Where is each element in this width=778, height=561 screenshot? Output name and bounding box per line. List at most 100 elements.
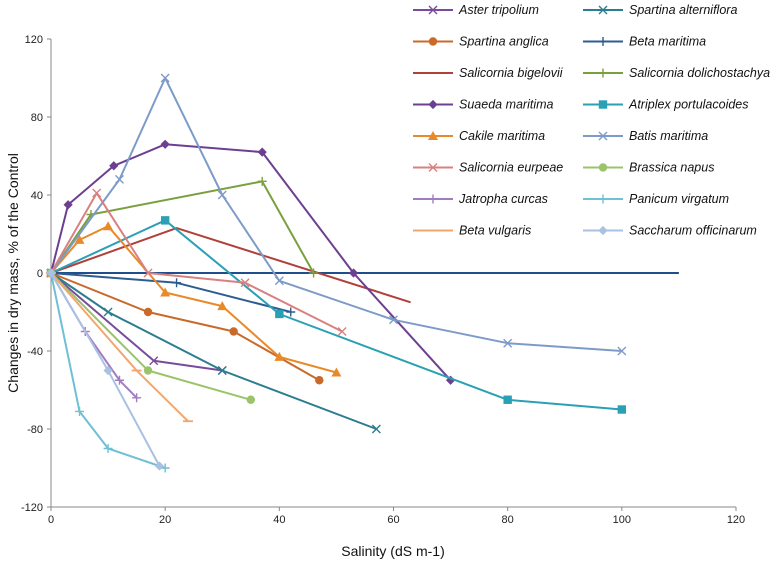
triangle-marker xyxy=(331,367,342,377)
legend-item: Atriplex portulacoides xyxy=(583,98,749,112)
series-cakile-maritima xyxy=(46,221,342,377)
diamond-marker xyxy=(103,365,113,376)
series-beta-vulgaris xyxy=(46,272,193,423)
x-tick-label: 120 xyxy=(727,514,745,526)
series-salicornia-bigelovii xyxy=(50,227,411,304)
triangle-marker xyxy=(428,131,438,140)
series-saccharum-officinarum xyxy=(46,268,165,471)
diamond-marker xyxy=(63,200,73,210)
legend-label: Cakile maritima xyxy=(459,129,545,143)
diamond-marker xyxy=(154,461,165,471)
x-marker xyxy=(92,188,102,198)
series-atriplex-portulacoides xyxy=(46,216,627,414)
diamond-marker xyxy=(348,268,359,278)
plus-marker xyxy=(103,444,113,453)
square-marker xyxy=(275,309,284,319)
plus-marker xyxy=(75,406,85,416)
x-marker xyxy=(217,366,227,375)
triangle-marker xyxy=(160,287,171,297)
x-tick-label: 100 xyxy=(613,514,631,526)
series-salicornia-dolichostachya xyxy=(46,176,319,278)
series-line xyxy=(50,143,452,381)
x-marker xyxy=(598,131,608,141)
x-axis-title: Salinity (dS m-1) xyxy=(341,543,444,559)
circle-marker xyxy=(143,307,153,317)
circle-marker xyxy=(598,163,608,172)
legend-label: Spartina alterniflora xyxy=(629,3,737,17)
plus-marker xyxy=(309,268,319,278)
plus-marker xyxy=(115,375,124,385)
x-marker xyxy=(503,338,513,348)
triangle-marker xyxy=(274,351,285,361)
legend-label: Aster tripolium xyxy=(458,3,539,17)
diamond-marker xyxy=(257,147,267,157)
legend-item: Batis maritima xyxy=(583,129,708,143)
legend-label: Atriplex portulacoides xyxy=(628,98,749,112)
series-line xyxy=(50,225,337,374)
plus-marker xyxy=(172,278,182,288)
legend-item: Salicornia eurpeae xyxy=(413,161,563,175)
triangle-marker xyxy=(103,221,114,231)
x-tick-label: 40 xyxy=(273,514,285,526)
x-tick-label: 60 xyxy=(387,514,399,526)
series-line xyxy=(50,180,315,274)
legend-label: Salicornia eurpeae xyxy=(459,161,563,175)
diamond-marker xyxy=(109,161,119,171)
series-layer xyxy=(46,73,679,473)
legend-item: Salicornia bigelovii xyxy=(413,66,564,80)
plus-marker xyxy=(428,194,438,204)
y-tick-label: -120 xyxy=(21,502,43,514)
series-line xyxy=(50,272,377,430)
legend-item: Saccharum officinarum xyxy=(583,224,757,238)
plus-marker xyxy=(598,37,608,46)
x-marker xyxy=(389,315,398,325)
plus-marker xyxy=(160,463,170,473)
x-marker xyxy=(617,346,627,356)
tick-labels: -120 -80 -40 0 40 80 120 0 20 40 60 80 100 120 xyxy=(21,34,745,526)
y-tick-label: 40 xyxy=(31,190,43,202)
x-marker xyxy=(103,307,113,317)
triangle-marker xyxy=(217,301,228,311)
legend-label: Brassica napus xyxy=(629,161,714,175)
legend-item: Salicornia dolichostachya xyxy=(583,66,770,80)
y-tick-label: -40 xyxy=(27,346,43,358)
square-marker xyxy=(598,100,608,109)
legend-item: Beta vulgaris xyxy=(413,224,531,238)
legend-label: Suaeda maritima xyxy=(459,98,554,112)
plus-marker xyxy=(132,393,142,403)
y-tick-label: 0 xyxy=(37,268,43,280)
circle-marker xyxy=(315,376,324,385)
x-marker xyxy=(598,5,608,15)
y-tick-label: -80 xyxy=(27,424,43,436)
square-marker xyxy=(160,216,170,225)
diamond-marker xyxy=(46,268,56,278)
x-marker xyxy=(428,5,438,15)
x-marker xyxy=(149,356,159,366)
series-line xyxy=(50,77,622,352)
legend-label: Batis maritima xyxy=(629,129,708,143)
diamond-marker xyxy=(428,99,438,110)
series-line xyxy=(50,272,166,469)
y-tick-label: 120 xyxy=(25,34,43,46)
legend-item: Panicum virgatum xyxy=(583,192,729,206)
circle-marker xyxy=(143,366,153,375)
x-marker xyxy=(143,268,153,278)
circle-marker xyxy=(428,37,438,46)
legend-label: Jatropha curcas xyxy=(458,192,548,206)
x-marker xyxy=(428,163,438,172)
x-tick-label: 20 xyxy=(159,514,171,526)
plus-marker xyxy=(257,176,267,186)
x-marker xyxy=(337,327,347,336)
legend-label: Beta vulgaris xyxy=(459,224,531,238)
series-suaeda-maritima xyxy=(46,139,456,385)
circle-marker xyxy=(246,395,255,404)
legend-label: Panicum virgatum xyxy=(629,192,729,206)
legend-label: Salicornia dolichostachya xyxy=(629,66,770,80)
diamond-marker xyxy=(598,225,608,236)
square-marker xyxy=(503,395,512,404)
series-line xyxy=(50,227,411,304)
x-marker xyxy=(217,190,227,200)
x-tick-label: 0 xyxy=(48,514,54,526)
series-spartina-anglica xyxy=(46,268,324,385)
